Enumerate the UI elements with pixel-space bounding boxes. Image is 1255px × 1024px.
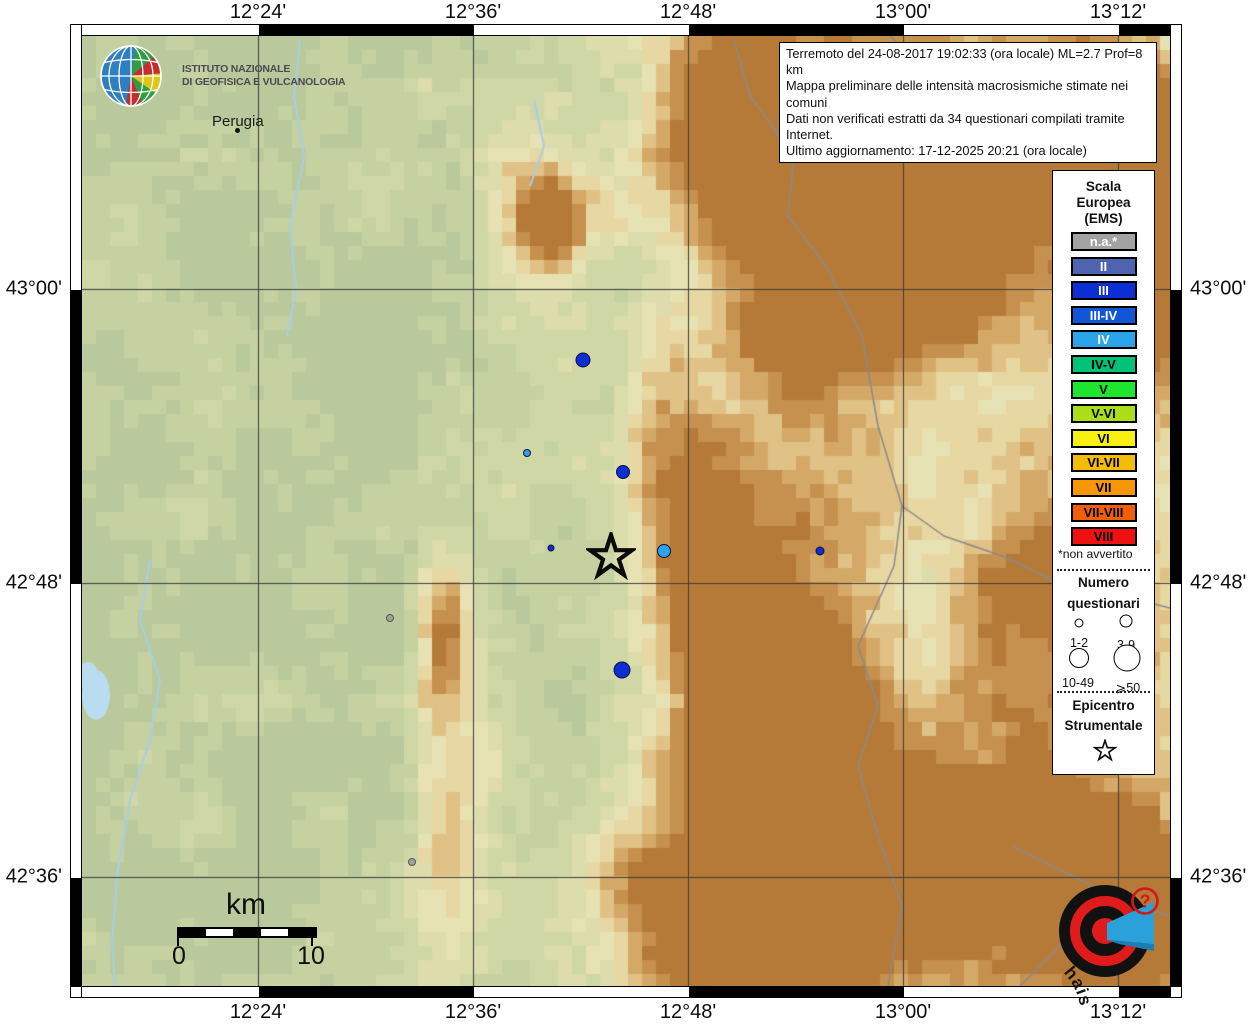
neatline-top [70,24,1182,36]
epicenter-title-line2: Strumentale [1064,718,1143,733]
intensity-swatch-n-a-: n.a.* [1070,232,1137,251]
legend-epicenter-star-icon [1093,739,1117,762]
legend-box: Scala Europea (EMS) n.a.* II III III-IV IV IV… [1052,170,1155,775]
questionnaire-circle-12 [1074,618,1084,628]
axis-tick-left: 42°36' [5,865,62,888]
neatline-segment [71,37,81,290]
neatline-segment [71,290,81,584]
info-line-event: Terremoto del 24-08-2017 19:02:33 (ora l… [786,46,1143,78]
info-line-map-type: Mappa preliminare delle intensità macros… [786,78,1129,110]
neatline-segment [259,25,474,35]
intensity-swatch-vii: VII [1070,478,1137,497]
questionnaires-title-line2: questionari [1067,596,1140,611]
megaphone-shadow [1107,940,1154,951]
intensity-swatch-vi: VI [1070,428,1137,448]
questionnaire-circle-50 [1113,644,1141,672]
intensity-swatch-iv-v: IV-V [1070,355,1137,374]
axis-tick-top: 13°12' [1089,1,1147,23]
neatline-bottom [70,986,1182,998]
neatline-segment [474,25,689,35]
axis-tick-top: 12°36' [444,1,502,23]
neatline-segment [689,25,904,35]
institute-name-line2: DI GEOFISICA E VULCANOLOGIA [182,75,346,88]
neatline-segment [904,25,1119,35]
legend-title-line3: (EMS) [1084,211,1123,226]
neatline-segment [904,987,1119,997]
scalebar-segment [179,929,207,936]
scalebar-segment [233,929,261,936]
neatline-segment [83,25,259,35]
scalebar [177,927,317,938]
questionnaire-circle-1049 [1069,648,1089,668]
axis-tick-top: 12°24' [229,1,287,23]
scalebar-tick-start [177,938,179,946]
questionnaire-circle-39 [1119,614,1133,628]
neatline-segment [1119,987,1171,997]
haisentitoilterremoto-watermark-logo: haisentitoilterremoto.it www. ? [1030,885,1159,1006]
scalebar-unit-label: km [226,888,266,921]
intensity-swatch-v-vi: V-VI [1070,404,1137,424]
info-line-updated: Ultimo aggiornamento: 17-12-2025 20:21 (… [786,143,1087,159]
ingv-globe-logo-icon [100,45,162,107]
city-marker-dot [235,128,240,133]
info-line-data-source: Dati non verificati estratti da 34 quest… [786,110,1125,143]
axis-tick-bottom: 12°36' [444,1001,502,1023]
intensity-swatch-iv: IV [1070,330,1137,350]
legend-divider-1 [1057,569,1150,571]
institute-name-line1: ISTITUTO NAZIONALE [182,63,291,75]
question-badge-glyph: ? [1140,892,1151,912]
axis-tick-bottom: 13°00' [874,1001,932,1023]
neatline-segment [1171,584,1181,878]
intensity-swatch-ii: II [1070,256,1137,276]
neatline-left [70,24,82,998]
questionnaire-size-label: 10-49 [1062,676,1094,690]
neatline-segment [1171,290,1181,584]
axis-tick-top: 13°00' [874,1,932,23]
axis-tick-right: 43°00' [1190,277,1247,300]
neatline-segment [259,987,474,997]
scalebar-segment [260,929,288,936]
axis-tick-right: 42°36' [1190,865,1247,888]
intensity-swatch-iii-iv: III-IV [1070,305,1137,325]
legend-footnote: *non avvertito [1058,547,1133,561]
question-badge-icon [1131,887,1159,915]
terrain-map-canvas [82,36,1170,986]
axis-tick-left: 43°00' [5,277,62,300]
intensity-swatch-iii: III [1070,281,1137,301]
neatline-segment [689,987,904,997]
neatline-segment [474,987,689,997]
axis-tick-bottom: 12°24' [229,1001,287,1023]
intensity-swatch-viii: VIII [1070,527,1137,547]
neatline-right [1170,24,1182,998]
legend-divider-2 [1057,691,1150,693]
scalebar-segment [206,929,234,936]
epicenter-title-line1: Epicentro [1072,698,1135,713]
neatline-segment [1171,878,1181,987]
earthquake-info-box: Terremoto del 24-08-2017 19:02:33 (ora l… [779,42,1157,164]
neatline-segment [83,987,259,997]
institute-name: ISTITUTO NAZIONALE DI GEOFISICA E VULCAN… [182,63,346,88]
city-label-perugia: Perugia [212,113,264,130]
legend-title-line1: Scala [1085,179,1122,194]
legend-title-line2: Europea [1076,195,1131,210]
scalebar-start-label: 0 [172,942,186,970]
scalebar-tick-end [311,938,313,946]
neatline-segment [71,584,81,878]
neatline-segment [1171,37,1181,290]
axis-tick-top: 12°48' [659,1,717,23]
questionnaire-size-label: 1-2 [1069,635,1089,650]
axis-tick-right: 42°48' [1190,571,1247,594]
scalebar-segment [287,929,315,936]
intensity-swatch-v: V [1070,379,1137,399]
scalebar-end-label: 10 [297,942,325,970]
neatline-segment [1119,25,1171,35]
epicenter-star-icon [586,532,636,581]
neatline-segment [71,878,81,987]
intensity-swatch-vi-vii: VI-VII [1070,453,1137,473]
axis-tick-bottom: 12°48' [659,1001,717,1023]
questionnaires-title-line1: Numero [1077,575,1129,590]
axis-tick-left: 42°48' [5,571,62,594]
intensity-swatch-vii-viii: VII-VIII [1070,502,1137,522]
